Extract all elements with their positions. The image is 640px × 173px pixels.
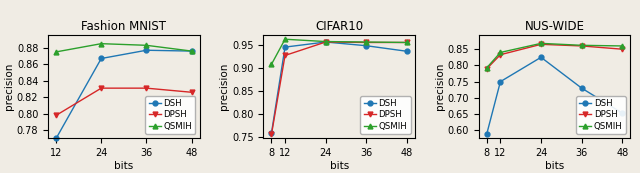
X-axis label: bits: bits <box>114 161 134 171</box>
QSMIH <box>143 44 150 46</box>
QSMIH <box>322 40 330 43</box>
QSMIH <box>403 42 411 44</box>
DSH <box>322 41 330 43</box>
Line: QSMIH: QSMIH <box>484 41 625 70</box>
QSMIH <box>483 67 491 69</box>
Line: DPSH: DPSH <box>484 42 625 71</box>
DPSH <box>497 54 504 56</box>
Line: DPSH: DPSH <box>54 86 194 118</box>
DPSH <box>483 68 491 70</box>
Title: Fashion MNIST: Fashion MNIST <box>81 20 166 33</box>
Line: QSMIH: QSMIH <box>269 37 410 67</box>
QSMIH <box>281 38 289 40</box>
DPSH <box>322 41 330 43</box>
QSMIH <box>188 50 195 52</box>
Line: DSH: DSH <box>54 48 194 141</box>
DSH <box>497 81 504 83</box>
Y-axis label: precision: precision <box>4 63 14 110</box>
DPSH <box>362 42 370 44</box>
QSMIH <box>537 42 545 44</box>
DPSH <box>52 114 60 116</box>
DSH <box>362 45 370 47</box>
Title: CIFAR10: CIFAR10 <box>315 20 364 33</box>
DSH <box>578 87 586 89</box>
DPSH <box>578 45 586 47</box>
DPSH <box>143 87 150 89</box>
Line: DPSH: DPSH <box>269 40 410 137</box>
Y-axis label: precision: precision <box>220 63 229 110</box>
Legend: DSH, DPSH, QSMIH: DSH, DPSH, QSMIH <box>360 96 411 134</box>
DSH <box>537 56 545 58</box>
DSH <box>403 50 411 52</box>
DPSH <box>403 42 411 44</box>
DSH <box>618 112 626 114</box>
Line: DSH: DSH <box>484 55 625 136</box>
DPSH <box>281 54 289 57</box>
DSH <box>188 50 195 52</box>
X-axis label: bits: bits <box>330 161 349 171</box>
Line: QSMIH: QSMIH <box>54 41 194 54</box>
DPSH <box>97 87 105 89</box>
QSMIH <box>362 41 370 43</box>
DPSH <box>618 48 626 50</box>
DSH <box>281 46 289 48</box>
QSMIH <box>52 51 60 53</box>
DPSH <box>537 43 545 45</box>
DPSH <box>188 91 195 93</box>
QSMIH <box>578 44 586 46</box>
QSMIH <box>497 51 504 53</box>
DPSH <box>268 133 275 135</box>
DSH <box>268 132 275 134</box>
Legend: DSH, DPSH, QSMIH: DSH, DPSH, QSMIH <box>576 96 626 134</box>
DSH <box>97 57 105 60</box>
Y-axis label: precision: precision <box>435 63 445 110</box>
Title: NUS-WIDE: NUS-WIDE <box>525 20 584 33</box>
Legend: DSH, DPSH, QSMIH: DSH, DPSH, QSMIH <box>145 96 195 134</box>
DSH <box>52 137 60 139</box>
DSH <box>483 133 491 135</box>
Line: DSH: DSH <box>269 40 410 135</box>
DSH <box>143 49 150 51</box>
QSMIH <box>618 45 626 47</box>
X-axis label: bits: bits <box>545 161 564 171</box>
QSMIH <box>97 43 105 45</box>
QSMIH <box>268 63 275 65</box>
